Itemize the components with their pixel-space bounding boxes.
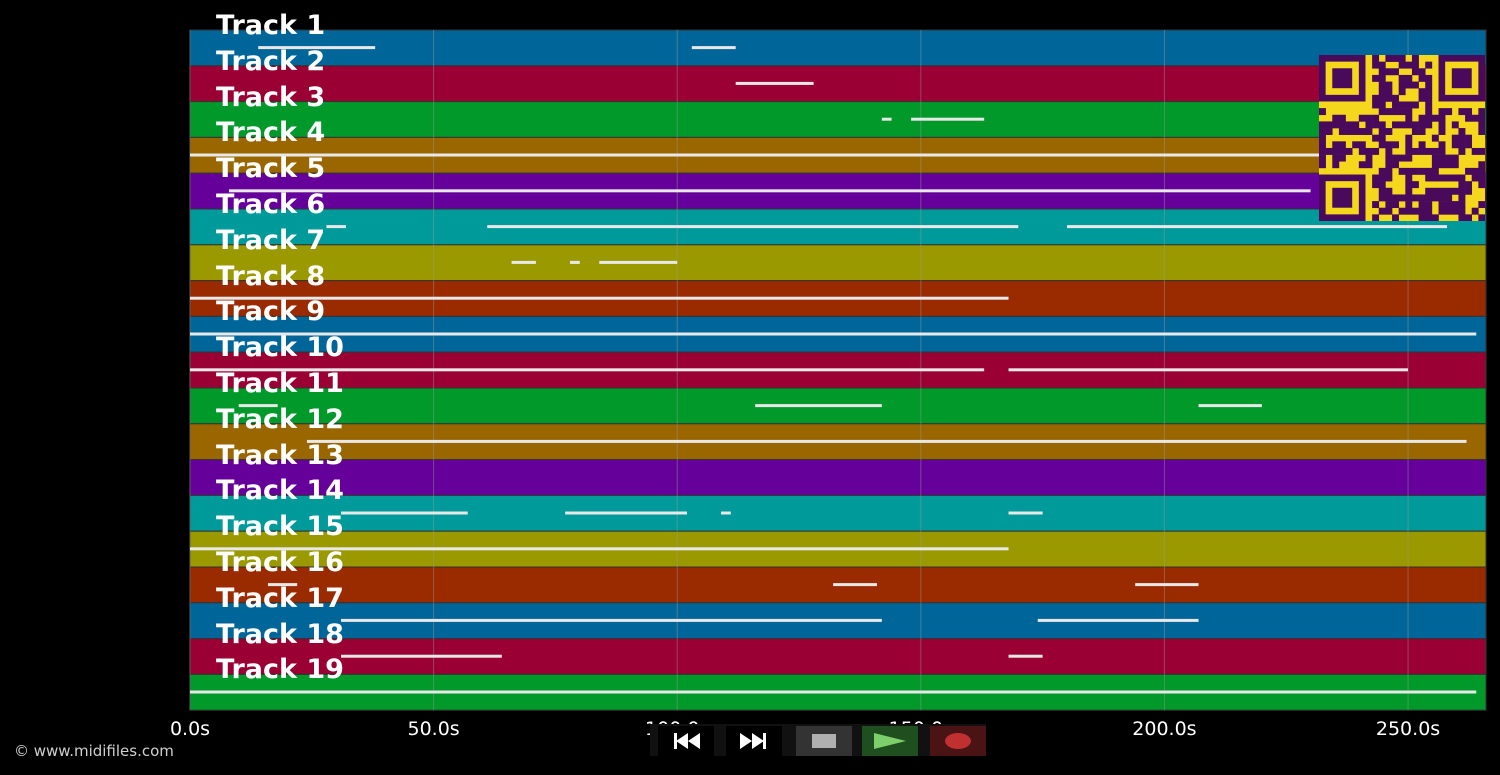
- track-lane: [189, 101, 1487, 138]
- copyright-text: © www.midifiles.com: [14, 742, 174, 760]
- track-label: Track 5: [216, 153, 326, 185]
- record-icon: [945, 733, 971, 749]
- note-segment: [190, 296, 1009, 300]
- note-segment: [599, 260, 678, 264]
- time-tick-label: 250.0s: [1375, 718, 1441, 740]
- transport-controls: [650, 724, 986, 756]
- note-segment: [1008, 511, 1043, 515]
- track-label: Track 18: [216, 618, 344, 650]
- fast-forward-icon: [740, 733, 766, 749]
- note-segment: [881, 117, 892, 121]
- note-segment: [306, 439, 1467, 443]
- track-label: Track 1: [216, 10, 326, 41]
- track-label: Track 11: [216, 368, 344, 399]
- note-segment: [267, 583, 298, 587]
- note-segment: [833, 583, 877, 587]
- time-tick-label: 0.0s: [169, 718, 211, 740]
- track-label: Track 15: [216, 511, 344, 543]
- track-label: Track 8: [216, 260, 326, 292]
- track-label: Track 10: [216, 332, 344, 364]
- track-label: Track 7: [216, 224, 326, 256]
- note-segment: [1135, 583, 1199, 587]
- time-tick-label: 50.0s: [407, 718, 460, 740]
- note-segment: [341, 654, 502, 658]
- note-segment: [1008, 368, 1409, 372]
- stop-icon: [812, 734, 836, 748]
- note-segment: [721, 511, 731, 515]
- track-label: Track 2: [216, 45, 326, 77]
- note-segment: [511, 260, 536, 264]
- note-segment: [190, 690, 1477, 694]
- qr-code: [1319, 55, 1485, 221]
- time-tick-label: 200.0s: [1132, 718, 1197, 740]
- note-segment: [1198, 404, 1262, 408]
- track-label: Track 14: [216, 475, 344, 507]
- note-segment: [735, 81, 814, 85]
- track-label: Track 13: [216, 439, 344, 471]
- note-segment: [565, 511, 687, 515]
- note-segment: [1066, 225, 1448, 229]
- note-segment: [190, 368, 985, 372]
- stop-button[interactable]: [796, 726, 852, 756]
- note-segment: [911, 117, 985, 121]
- note-segment: [570, 260, 580, 264]
- fast-forward-button[interactable]: [726, 726, 782, 756]
- note-segment: [341, 618, 882, 622]
- track-label: Track 3: [216, 81, 326, 113]
- note-segment: [258, 46, 376, 50]
- note-segment: [190, 153, 1448, 157]
- track-label: Track 4: [216, 117, 326, 149]
- rewind-icon: [674, 733, 700, 749]
- note-segment: [755, 404, 882, 408]
- note-segment: [238, 404, 278, 408]
- track-label: Track 16: [216, 547, 344, 578]
- track-label: Track 9: [216, 296, 326, 328]
- track-label: Track 17: [216, 582, 344, 614]
- track-lane: [189, 244, 1487, 282]
- track-lane: [189, 29, 1487, 67]
- track-label: Track 19: [216, 654, 344, 686]
- play-icon: [874, 733, 906, 749]
- note-segment: [190, 332, 1477, 336]
- note-segment: [341, 511, 468, 515]
- note-segment: [1008, 654, 1043, 658]
- note-segment: [228, 189, 1311, 193]
- note-segment: [691, 46, 736, 50]
- record-button[interactable]: [930, 726, 986, 756]
- note-segment: [487, 225, 1019, 229]
- note-segment: [190, 547, 1009, 551]
- play-button[interactable]: [862, 726, 918, 756]
- note-segment: [1037, 618, 1199, 622]
- note-segment: [326, 225, 346, 229]
- track-lane: [189, 459, 1487, 496]
- track-label: Track 6: [216, 189, 326, 220]
- track-lane: [189, 65, 1487, 103]
- rewind-button[interactable]: [658, 726, 714, 756]
- track-label: Track 12: [216, 403, 344, 435]
